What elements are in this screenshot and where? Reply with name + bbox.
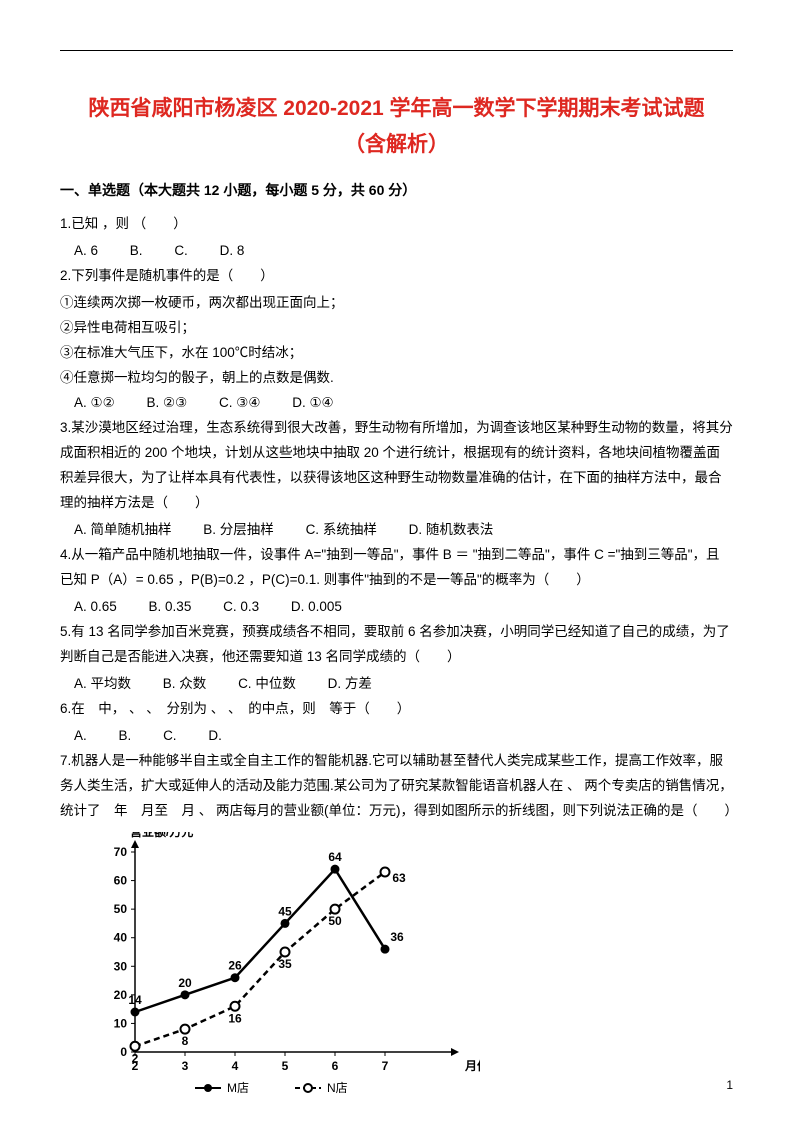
q1-opt-d: D. 8 xyxy=(220,243,245,258)
svg-text:5: 5 xyxy=(282,1059,289,1073)
title-line-1: 陕西省咸阳市杨凌区 2020-2021 学年高一数学下学期期末考试试题 xyxy=(60,91,733,127)
svg-text:36: 36 xyxy=(390,930,404,944)
svg-text:6: 6 xyxy=(332,1059,339,1073)
q2-item-1: ①连续两次掷一枚硬币，两次都出现正面向上； xyxy=(60,291,733,316)
q6-opt-d: D. xyxy=(208,728,222,743)
chart-svg: 010203040506070234567营业额/万元月份28163550631… xyxy=(80,832,480,1112)
question-2: 2.下列事件是随机事件的是（ ） xyxy=(60,264,733,289)
question-3: 3.某沙漠地区经过治理，生态系统得到很大改善，野生动物有所增加，为调查该地区某种… xyxy=(60,416,733,516)
svg-text:63: 63 xyxy=(392,871,406,885)
question-1-options: A. 6 B. C. D. 8 xyxy=(60,239,733,264)
question-4-options: A. 0.65 B. 0.35 C. 0.3 D. 0.005 xyxy=(60,595,733,620)
q2-item-2: ②异性电荷相互吸引； xyxy=(60,316,733,341)
top-divider xyxy=(60,50,733,51)
document-title: 陕西省咸阳市杨凌区 2020-2021 学年高一数学下学期期末考试试题 （含解析… xyxy=(60,91,733,162)
question-1: 1.已知 ，则 （ ） xyxy=(60,212,733,237)
q1-opt-c: C. xyxy=(174,243,188,258)
q4-opt-c: C. 0.3 xyxy=(223,599,259,614)
q2-opt-a: A. ①② xyxy=(74,395,115,410)
svg-text:70: 70 xyxy=(114,845,128,859)
q5-opt-b: B. 众数 xyxy=(163,676,207,691)
title-line-2: （含解析） xyxy=(60,127,733,163)
svg-text:月份: 月份 xyxy=(464,1058,480,1073)
q3-opt-b: B. 分层抽样 xyxy=(203,522,274,537)
q4-opt-b: B. 0.35 xyxy=(149,599,192,614)
q2-item-4: ④任意掷一粒均匀的骰子，朝上的点数是偶数. xyxy=(60,366,733,391)
q2-opt-c: C. ③④ xyxy=(219,395,260,410)
svg-text:3: 3 xyxy=(182,1059,189,1073)
svg-text:20: 20 xyxy=(114,987,128,1001)
svg-text:14: 14 xyxy=(128,993,142,1007)
svg-text:50: 50 xyxy=(328,914,342,928)
q6-opt-b: B. xyxy=(119,728,132,743)
svg-text:40: 40 xyxy=(114,930,128,944)
svg-text:N店: N店 xyxy=(327,1081,348,1095)
q3-opt-d: D. 随机数表法 xyxy=(409,522,494,537)
svg-text:16: 16 xyxy=(228,1011,242,1025)
svg-text:7: 7 xyxy=(382,1059,389,1073)
q5-opt-a: A. 平均数 xyxy=(74,676,131,691)
q6-opt-a: A. xyxy=(74,728,87,743)
question-4: 4.从一箱产品中随机地抽取一件，设事件 A="抽到一等品"，事件 B ＝ "抽到… xyxy=(60,543,733,593)
section-header: 一、单选题（本大题共 12 小题，每小题 5 分，共 60 分） xyxy=(60,180,733,200)
page-number: 1 xyxy=(726,1078,733,1092)
question-5: 5.有 13 名同学参加百米竞赛，预赛成绩各不相同，要取前 6 名参加决赛，小明… xyxy=(60,620,733,670)
svg-text:35: 35 xyxy=(278,957,292,971)
svg-text:26: 26 xyxy=(228,958,242,972)
question-2-options: A. ①② B. ②③ C. ③④ D. ①④ xyxy=(60,391,733,416)
svg-text:4: 4 xyxy=(232,1059,239,1073)
svg-text:M店: M店 xyxy=(227,1081,249,1095)
svg-text:50: 50 xyxy=(114,902,128,916)
q2-opt-d: D. ①④ xyxy=(292,395,333,410)
question-6: 6.在 中， 、 、 分别为 、 、 的中点，则 等于（ ） xyxy=(60,697,733,722)
question-3-options: A. 简单随机抽样 B. 分层抽样 C. 系统抽样 D. 随机数表法 xyxy=(60,518,733,543)
q2-item-3: ③在标准大气压下，水在 100℃时结冰； xyxy=(60,341,733,366)
q1-opt-b: B. xyxy=(130,243,143,258)
q4-opt-a: A. 0.65 xyxy=(74,599,117,614)
revenue-chart: 010203040506070234567营业额/万元月份28163550631… xyxy=(80,832,480,1112)
svg-text:2: 2 xyxy=(132,1051,139,1065)
svg-text:60: 60 xyxy=(114,873,128,887)
svg-text:10: 10 xyxy=(114,1016,128,1030)
svg-text:营业额/万元: 营业额/万元 xyxy=(130,832,193,839)
q5-opt-c: C. 中位数 xyxy=(238,676,296,691)
svg-text:45: 45 xyxy=(278,904,292,918)
question-6-options: A. B. C. D. xyxy=(60,724,733,749)
svg-text:30: 30 xyxy=(114,959,128,973)
question-7: 7.机器人是一种能够半自主或全自主工作的智能机器.它可以辅助甚至替代人类完成某些… xyxy=(60,749,733,824)
q2-opt-b: B. ②③ xyxy=(146,395,187,410)
question-5-options: A. 平均数 B. 众数 C. 中位数 D. 方差 xyxy=(60,672,733,697)
q3-opt-a: A. 简单随机抽样 xyxy=(74,522,172,537)
svg-text:0: 0 xyxy=(120,1045,127,1059)
svg-text:20: 20 xyxy=(178,975,192,989)
svg-text:8: 8 xyxy=(182,1034,189,1048)
q5-opt-d: D. 方差 xyxy=(328,676,372,691)
svg-text:64: 64 xyxy=(328,850,342,864)
q1-opt-a: A. 6 xyxy=(74,243,98,258)
q6-opt-c: C. xyxy=(163,728,177,743)
q3-opt-c: C. 系统抽样 xyxy=(306,522,377,537)
q4-opt-d: D. 0.005 xyxy=(291,599,342,614)
